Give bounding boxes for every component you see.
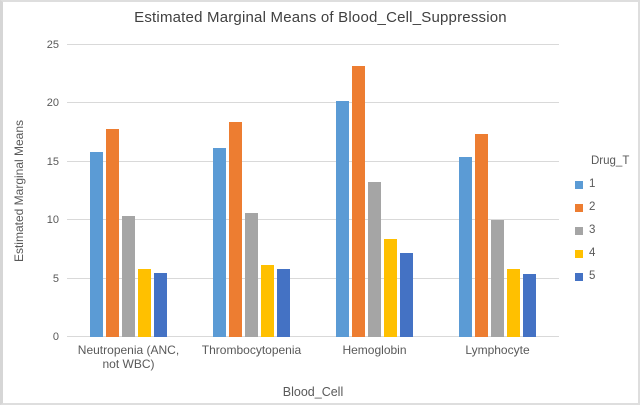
bar-drug2-category4 — [475, 133, 488, 337]
bar-drug1-category2 — [213, 147, 226, 337]
bar-drug1-category4 — [459, 157, 472, 337]
y-tick-label-20: 20 — [46, 97, 59, 110]
bar-group-1 — [67, 45, 190, 337]
legend-label-5: 5 — [589, 270, 596, 282]
bar-drug3-category1 — [122, 215, 135, 337]
y-axis-title: Estimated Marginal Means — [12, 119, 26, 263]
bar-drug2-category2 — [229, 122, 242, 337]
gridline-y-10 — [67, 219, 559, 221]
bar-drug4-category3 — [384, 238, 397, 337]
chart-title: Estimated Marginal Means of Blood_Cell_S… — [134, 9, 507, 26]
gridline-y-0 — [67, 336, 559, 337]
legend-label-2: 2 — [589, 201, 596, 213]
x-axis-title: Blood_Cell — [282, 385, 344, 399]
legend-title: Drug_T — [591, 155, 630, 167]
bar-drug5-category1 — [154, 272, 167, 337]
legend-label-1: 1 — [589, 178, 596, 190]
bar-drug4-category2 — [261, 264, 274, 337]
x-category-label-2: Thrombocytopenia — [201, 343, 302, 357]
legend-item-5: 5 — [575, 270, 638, 282]
legend-swatch-icon — [575, 203, 583, 212]
bar-drug5-category4 — [523, 273, 536, 337]
gridline-y-25 — [67, 44, 559, 45]
legend: Drug_T 1 2 3 4 5 — [575, 155, 638, 294]
y-tick-label-25: 25 — [46, 39, 59, 51]
bar-drug1-category1 — [90, 152, 103, 337]
bar-drug3-category4 — [491, 220, 504, 337]
y-tick-label-10: 10 — [46, 214, 59, 227]
bar-group-4 — [436, 45, 559, 337]
gridline-y-5 — [67, 277, 559, 279]
bar-drug3-category2 — [245, 213, 258, 337]
bar-drug3-category3 — [368, 181, 381, 337]
bar-drug4-category1 — [138, 269, 151, 337]
y-tick-label-0: 0 — [52, 331, 59, 343]
y-tick-label-5: 5 — [52, 272, 59, 285]
legend-swatch-icon — [575, 272, 583, 281]
legend-item-2: 2 — [575, 201, 638, 213]
gridline-y-20 — [67, 102, 559, 104]
legend-swatch-icon — [575, 226, 583, 235]
bar-drug2-category1 — [106, 129, 119, 337]
y-tick-label-15: 15 — [46, 155, 59, 168]
x-category-label-4: Lymphocyte — [465, 343, 530, 357]
gridline-y-15 — [67, 160, 559, 162]
legend-swatch-icon — [575, 180, 583, 189]
legend-item-3: 3 — [575, 224, 638, 236]
legend-label-3: 3 — [589, 224, 596, 236]
bar-drug1-category3 — [336, 101, 349, 337]
legend-item-1: 1 — [575, 178, 638, 190]
legend-label-4: 4 — [589, 247, 596, 259]
plot-area — [67, 44, 559, 337]
legend-items: 1 2 3 4 5 — [575, 178, 638, 282]
bar-drug2-category3 — [352, 66, 365, 337]
legend-swatch-icon — [575, 249, 583, 258]
x-category-label-3: Hemoglobin — [342, 343, 407, 357]
bar-group-2 — [190, 45, 313, 337]
bar-drug5-category3 — [400, 252, 413, 337]
bar-group-3 — [313, 45, 436, 337]
bar-drug4-category4 — [507, 269, 520, 337]
legend-item-4: 4 — [575, 247, 638, 259]
bar-drug5-category2 — [277, 269, 290, 337]
x-category-label-1: Neutropenia (ANC, not WBC) — [77, 343, 180, 371]
